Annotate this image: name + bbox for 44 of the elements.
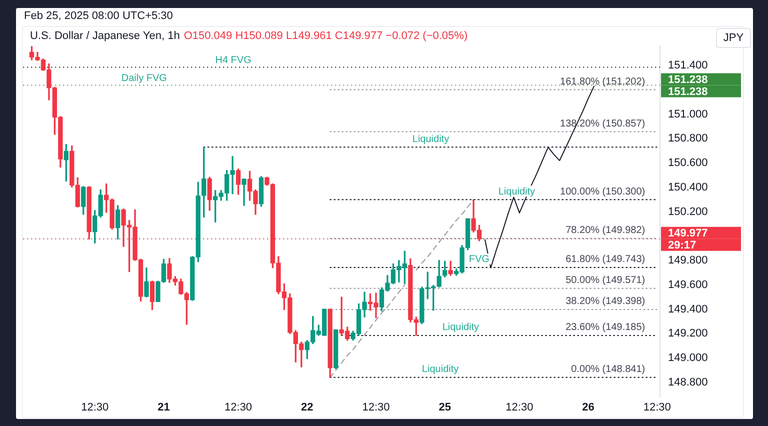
series-label: 23.60% (149.185) xyxy=(566,322,646,334)
annotation: Liquidity xyxy=(412,134,450,145)
series-label: 100.00% (150.300) xyxy=(560,186,646,198)
annotation: FVG xyxy=(468,254,490,266)
text: Feb 25, 2025 08:00 UTC+5:30 xyxy=(24,9,173,24)
annotation: Liquidity xyxy=(442,322,480,334)
series-label: 161.80% (151.202) xyxy=(560,76,646,88)
y-axis-title: JPY xyxy=(716,28,751,48)
y-tick-label: 149.200 xyxy=(668,328,708,340)
x-tick-label: 25 xyxy=(438,402,451,414)
x-tick-label: 12:30 xyxy=(643,402,671,414)
x-tick-label: 12:30 xyxy=(362,402,390,414)
series-label: 0.00% (148.841) xyxy=(571,364,646,376)
annotation: Liquidity xyxy=(422,364,459,376)
x-tick-label: 12:30 xyxy=(506,402,534,414)
y-tick-label: 149.400 xyxy=(668,303,708,316)
y-tick-label: 150.200 xyxy=(668,206,708,218)
series-label: 38.20% (149.398) xyxy=(566,296,646,308)
y-tick-label: 151.000 xyxy=(668,108,708,120)
annotation: Liquidity xyxy=(498,186,536,198)
y-tick-label: 149.600 xyxy=(668,278,708,291)
y-tick-label: 150.400 xyxy=(668,181,708,194)
y-tick-label: 151.400 xyxy=(668,60,708,72)
ref-line-label: H4 FVG xyxy=(215,54,252,66)
x-tick-label: 12:30 xyxy=(224,402,252,414)
x-tick-label: 21 xyxy=(158,402,170,414)
x-tick-label: 22 xyxy=(301,402,314,414)
chart-title: U.S. Dollar / Japanese Yen, 1h xyxy=(30,30,180,42)
ref-line-label: 149.977 xyxy=(668,227,708,240)
text: 29:17 xyxy=(668,239,696,252)
chart-subtitle: O150.049 H150.089 L149.961 C149.977 −0.072 (−0.05%) xyxy=(184,30,468,42)
y-tick-label: 150.600 xyxy=(668,157,708,170)
text: 151.238 xyxy=(668,74,708,86)
x-tick-label: 26 xyxy=(582,402,594,414)
ref-line-label: Daily FVG xyxy=(121,72,168,84)
y-tick-label: 150.800 xyxy=(668,132,708,145)
series-label: 50.00% (149.571) xyxy=(566,275,646,286)
y-tick-label: 149.000 xyxy=(668,352,708,364)
x-tick-label: 12:30 xyxy=(81,402,109,414)
y-tick-label: 149.800 xyxy=(668,254,708,267)
series-label: 61.80% (149.743) xyxy=(566,254,646,266)
series-label: 78.20% (149.982) xyxy=(566,225,646,236)
text: 151.238 xyxy=(668,86,708,98)
y-tick-label: 148.800 xyxy=(668,376,708,388)
